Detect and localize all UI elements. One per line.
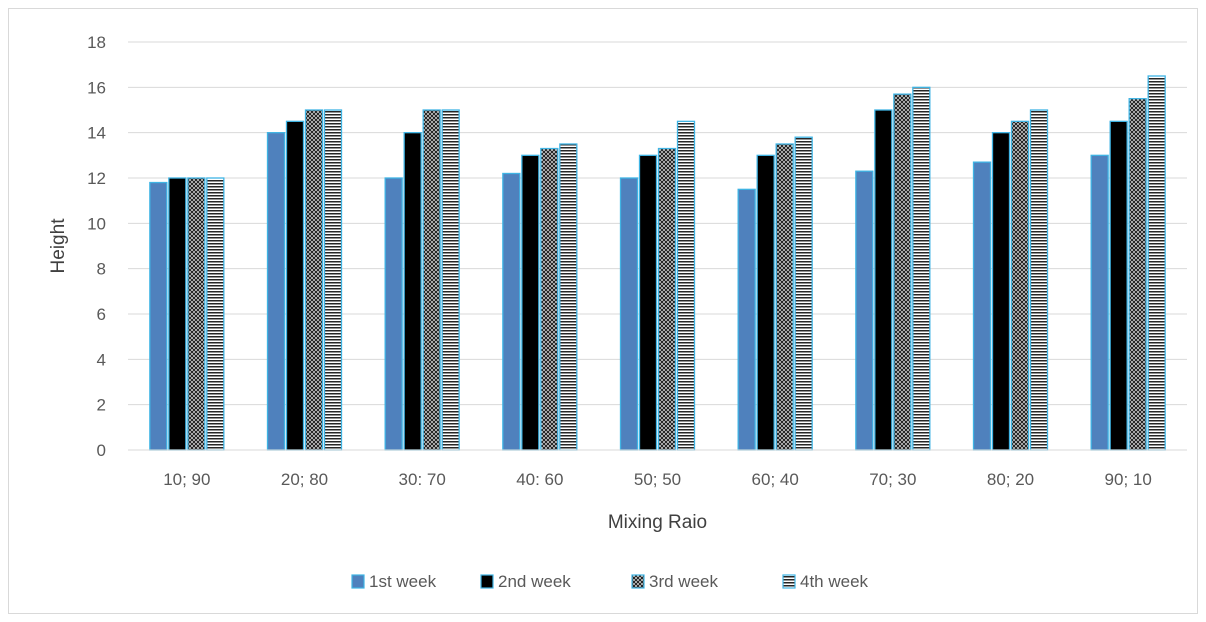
bar-3rd-week (657, 147, 677, 451)
x-tick-label: 30: 70 (399, 470, 446, 489)
legend-swatch (480, 574, 494, 589)
bar-3rd-week (1010, 120, 1030, 451)
bar-1st-week (266, 132, 286, 451)
x-axis-ticks: 10; 90 20; 80 30: 70 40: 60 50; 50 60; 40 70; … (163, 470, 1152, 489)
bar-1st-week (972, 161, 992, 451)
x-tick-label: 80; 20 (987, 470, 1034, 489)
y-tick-label: 2 (97, 396, 106, 415)
bar-2nd-week (285, 120, 305, 451)
bar-1st-week (149, 181, 168, 451)
y-tick-label: 14 (87, 124, 106, 143)
bar-3rd-week (304, 109, 324, 451)
bar-3rd-week (1128, 98, 1147, 451)
bar-3rd-week (187, 177, 206, 451)
legend-label: 1st week (369, 572, 437, 591)
bar-2nd-week (403, 132, 422, 451)
bar-2nd-week (168, 177, 187, 451)
y-tick-label: 0 (97, 441, 106, 460)
x-tick-label: 60; 40 (752, 470, 799, 489)
bar-4th-week (559, 143, 578, 451)
bar-1st-week (502, 172, 521, 451)
bar-3rd-week (540, 147, 559, 451)
bar-4th-week (323, 109, 343, 451)
bar-1st-week (1090, 154, 1109, 451)
y-tick-label: 6 (97, 305, 106, 324)
bar-4th-week (206, 177, 225, 451)
bar-3rd-week (422, 109, 441, 451)
bar-3rd-week (775, 143, 794, 451)
bar-2nd-week (521, 154, 540, 451)
x-tick-label: 70; 30 (869, 470, 916, 489)
y-axis-title: Height (48, 218, 69, 274)
legend-swatch (631, 574, 645, 589)
legend-swatch (351, 574, 365, 589)
bar-4th-week (912, 86, 931, 451)
bar-2nd-week (874, 109, 893, 451)
bar-2nd-week (638, 154, 658, 451)
x-tick-label: 20; 80 (281, 470, 328, 489)
y-tick-label: 10 (87, 214, 106, 233)
bar-1st-week (737, 188, 756, 451)
y-tick-label: 12 (87, 169, 106, 188)
legend-label: 2nd week (498, 572, 571, 591)
x-tick-label: 90; 10 (1105, 470, 1152, 489)
bar-1st-week (619, 177, 639, 451)
bar-3rd-week (893, 93, 912, 451)
bar-4th-week (794, 136, 813, 451)
y-tick-label: 16 (87, 78, 106, 97)
x-tick-label: 10; 90 (163, 470, 210, 489)
gridlines (128, 41, 1187, 406)
bar-2nd-week (991, 132, 1011, 451)
x-axis-title: Mixing Raio (608, 512, 707, 533)
bar-2nd-week (756, 154, 775, 451)
bar-2nd-week (1109, 120, 1128, 451)
legend-swatch (782, 574, 796, 589)
legend-label: 4th week (800, 572, 869, 591)
bars (149, 75, 1166, 451)
bar-4th-week (1147, 75, 1166, 451)
y-tick-label: 18 (87, 33, 106, 52)
y-axis-ticks: 0 2 4 6 8 10 12 14 16 18 (87, 33, 106, 460)
y-tick-label: 4 (97, 350, 106, 369)
y-tick-label: 8 (97, 260, 106, 279)
x-tick-label: 50; 50 (634, 470, 681, 489)
bar-1st-week (384, 177, 403, 451)
bar-4th-week (1029, 109, 1049, 451)
bar-4th-week (676, 120, 696, 451)
legend-label: 3rd week (649, 572, 718, 591)
x-tick-label: 40: 60 (516, 470, 563, 489)
bar-4th-week (441, 109, 460, 451)
legend: 1st week 2nd week 3rd week 4th week (351, 572, 869, 591)
bar-1st-week (855, 170, 874, 451)
